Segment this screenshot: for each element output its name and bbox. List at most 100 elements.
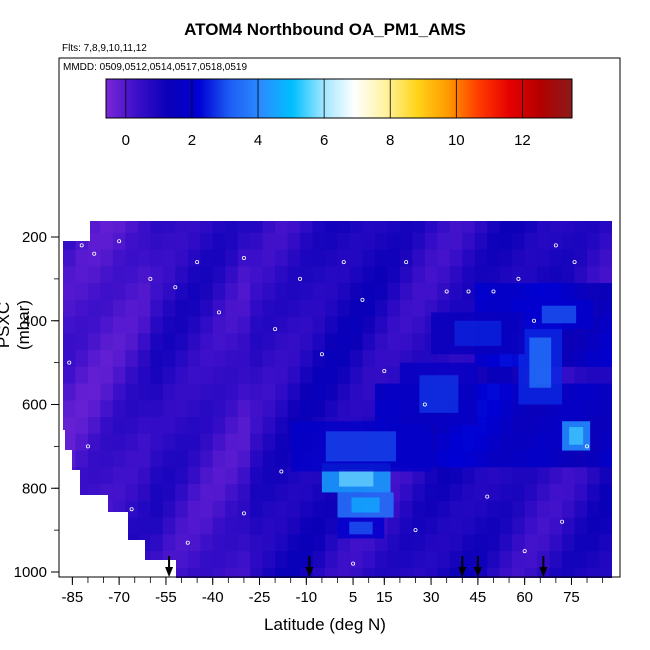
curtain-cell — [275, 316, 289, 334]
curtain-cell — [63, 366, 76, 385]
curtain-cell — [300, 266, 314, 284]
colorbar-tick-label: 2 — [188, 132, 196, 149]
curtain-cell — [424, 266, 438, 284]
curtain-cell — [225, 383, 239, 401]
curtain-cell — [487, 283, 501, 301]
curtain-cell — [499, 366, 513, 385]
curtain-cell — [462, 450, 476, 468]
curtain-cell — [75, 221, 89, 234]
curtain-cell — [487, 467, 501, 485]
curtain-cell — [499, 232, 513, 251]
curtain-cell — [212, 467, 226, 485]
curtain-cell — [462, 551, 476, 569]
curtain-cell — [599, 450, 612, 468]
curtain-cell — [175, 249, 189, 267]
colorbar-tick-label: 10 — [448, 132, 465, 149]
curtain-cell — [175, 333, 189, 351]
curtain-cell — [275, 232, 289, 251]
curtain-cell — [137, 249, 151, 267]
curtain-cell — [524, 433, 538, 452]
curtain-cell — [100, 266, 114, 284]
curtain-cell — [474, 350, 488, 368]
curtain-cell — [225, 316, 239, 334]
curtain-cell — [100, 221, 114, 234]
curtain-cell — [200, 221, 214, 234]
curtain-cell — [587, 484, 601, 502]
curtain-cell — [524, 221, 538, 234]
curtain-cell — [437, 450, 451, 468]
curtain-cell — [187, 400, 201, 418]
curtain-cell — [112, 333, 126, 351]
curtain-cell — [349, 400, 363, 418]
curtain-cell — [349, 333, 363, 351]
curtain-cell — [549, 534, 563, 552]
curtain-cell — [200, 232, 214, 251]
curtain-cell — [325, 333, 338, 351]
curtain-cell — [337, 316, 351, 334]
curtain-cell — [162, 450, 176, 468]
x-tick-label: 30 — [423, 589, 440, 606]
curtain-cell — [437, 232, 451, 251]
curtain-cell — [175, 484, 189, 502]
curtain-cell — [312, 551, 326, 569]
curtain-cell — [225, 534, 239, 552]
curtain-cell — [175, 299, 189, 318]
colorbar-tick-label: 8 — [386, 132, 394, 149]
curtain-cell — [125, 500, 139, 519]
curtain-cell — [412, 551, 426, 569]
curtain-cell — [275, 567, 289, 578]
curtain-cell — [150, 232, 164, 251]
curtain-cell — [487, 350, 501, 368]
curtain-cell — [162, 400, 176, 418]
curtain-cell — [112, 366, 126, 385]
curtain-cell — [449, 551, 463, 569]
curtain-cell — [237, 484, 251, 502]
curtain-cell — [150, 299, 164, 318]
curtain-cell — [562, 249, 576, 267]
curtain-cell — [287, 467, 301, 485]
curtain-cell — [87, 366, 101, 385]
curtain-cell — [225, 433, 239, 452]
curtain-cell — [175, 383, 189, 401]
curtain-cell — [87, 417, 101, 435]
curtain-cell — [200, 249, 214, 267]
curtain-cell — [112, 283, 126, 301]
curtain-cell — [237, 383, 251, 401]
curtain-cell — [412, 283, 426, 301]
curtain-cell — [262, 467, 276, 485]
curtain-cell — [63, 500, 76, 519]
curtain-cell — [524, 517, 538, 535]
curtain-cell — [374, 567, 388, 578]
x-tick-label: -10 — [295, 589, 317, 606]
curtain-cell — [87, 221, 101, 234]
curtain-cell — [87, 299, 101, 318]
curtain-cell — [599, 232, 612, 251]
curtain-cell — [87, 500, 101, 519]
curtain-cell — [587, 366, 601, 385]
curtain-cell — [487, 221, 501, 234]
curtain-cell — [587, 567, 601, 578]
curtain-cell — [337, 567, 351, 578]
curtain-cell — [537, 450, 551, 468]
curtain-cell — [275, 221, 289, 234]
curtain-cell — [212, 249, 226, 267]
curtain-cell — [474, 221, 488, 234]
curtain-cell — [412, 221, 426, 234]
curtain-cell — [75, 350, 89, 368]
curtain-cell — [437, 221, 451, 234]
curtain-cell — [112, 232, 126, 251]
curtain-cell — [599, 221, 612, 234]
curtain-cell — [512, 450, 526, 468]
curtain-cell — [162, 232, 176, 251]
curtain-cell — [137, 433, 151, 452]
curtain-cell — [212, 567, 226, 578]
curtain-cell — [175, 283, 189, 301]
curtain-cell — [524, 484, 538, 502]
curtain-cell — [524, 249, 538, 267]
curtain-cell — [549, 232, 563, 251]
curtain-cell — [200, 400, 214, 418]
curtain-cell — [100, 249, 114, 267]
curtain-cell — [549, 517, 563, 535]
curtain-cell — [562, 232, 576, 251]
curtain-cell — [287, 551, 301, 569]
